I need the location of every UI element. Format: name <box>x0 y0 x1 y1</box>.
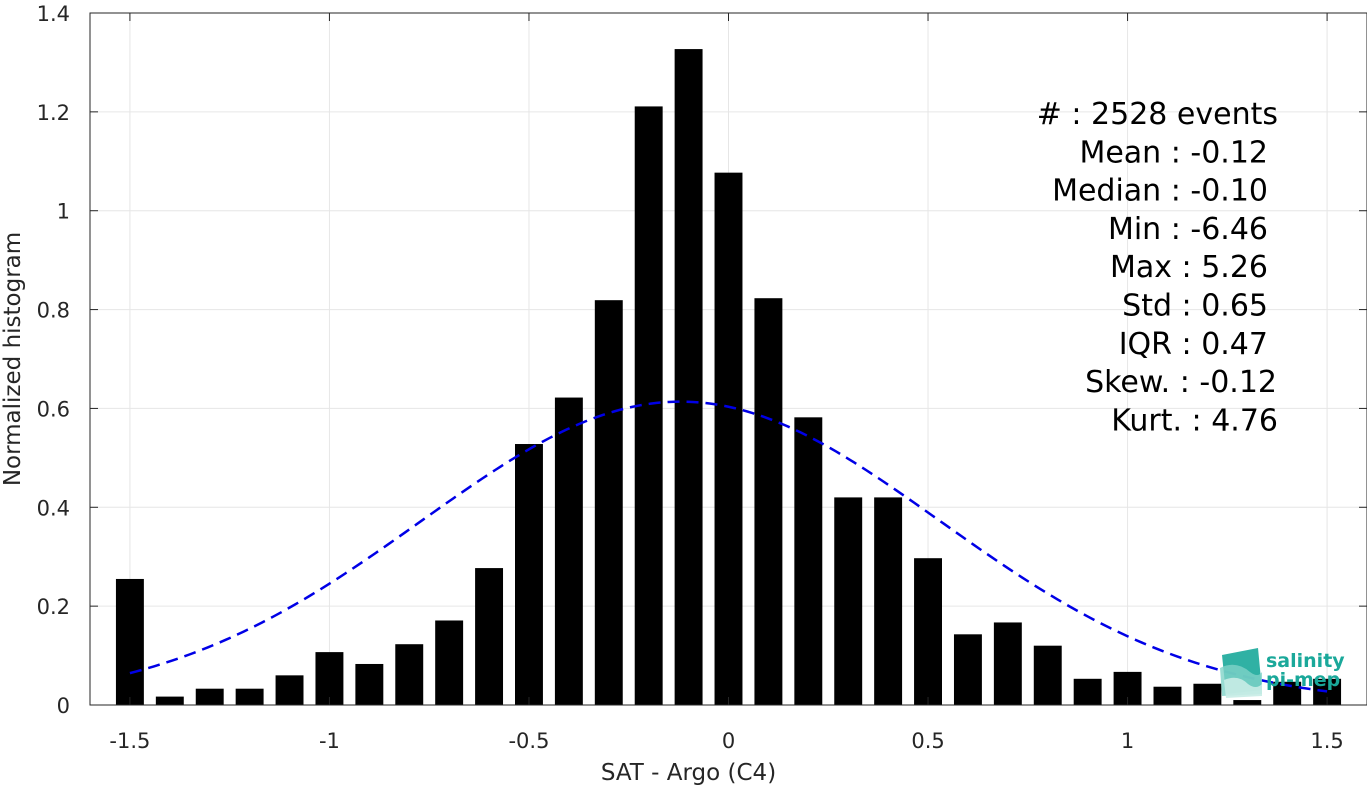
histogram-bar <box>554 397 583 705</box>
y-tick-label: 0.6 <box>37 397 70 421</box>
x-tick-label: 0 <box>722 729 735 753</box>
histogram-bar <box>435 620 464 705</box>
y-tick-label: 0.4 <box>37 496 70 520</box>
histogram-bar <box>914 558 942 705</box>
histogram-bar <box>475 568 504 705</box>
histogram-bar <box>275 675 304 705</box>
stat-max: Max : 5.26 <box>1110 250 1268 285</box>
histogram-bar <box>714 172 743 705</box>
stat-mean: Mean : -0.12 <box>1079 135 1268 170</box>
x-tick-label: 1.5 <box>1310 729 1343 753</box>
logo-line1: salinity <box>1266 650 1345 672</box>
x-axis-label: SAT - Argo (C4) <box>601 760 776 786</box>
histogram-bar <box>515 444 543 705</box>
stat-median: Median : -0.10 <box>1052 174 1268 209</box>
y-tick-label: 0.8 <box>37 299 70 323</box>
tick-labels-layer: -1.5 -1 -0.5 0 0.5 1 1.5 0 0.2 0.4 0.6 0.8 1 1.2 1.4 <box>37 2 1344 753</box>
x-tick-label: 1 <box>1121 729 1134 753</box>
histogram-bar <box>834 497 863 705</box>
x-tick-label: -1.5 <box>109 729 150 753</box>
x-tick-label: 0.5 <box>911 729 944 753</box>
stat-count: # : 2528 events <box>1037 97 1278 132</box>
histogram-bar <box>953 634 982 705</box>
stat-kurt: Kurt. : 4.76 <box>1111 403 1278 438</box>
statistics-annotation: # : 2528 events Mean : -0.12 Median : -0… <box>1037 97 1278 438</box>
histogram-bar <box>195 688 224 705</box>
histogram-bar <box>874 497 903 705</box>
histogram-bar <box>594 300 623 705</box>
stat-iqr: IQR : 0.47 <box>1119 327 1268 362</box>
histogram-bar <box>993 622 1022 705</box>
histogram-bar <box>115 578 144 705</box>
histogram-bar <box>235 688 264 705</box>
y-tick-label: 1.4 <box>37 2 70 26</box>
stat-skew: Skew. : -0.12 <box>1085 365 1277 400</box>
y-tick-label: 0 <box>57 694 70 718</box>
stat-std: Std : 0.65 <box>1122 289 1268 324</box>
y-axis-label: Normalized histogram <box>0 232 26 486</box>
salinity-pi-mep-logo: salinity pi-mep <box>1220 648 1345 698</box>
histogram-bar <box>794 417 823 705</box>
histogram-bar <box>1193 683 1222 705</box>
histogram-bar <box>155 696 184 705</box>
histogram-bar <box>1273 681 1302 705</box>
y-tick-label: 1 <box>57 200 70 224</box>
histogram-bar <box>1033 645 1062 705</box>
logo-line2: pi-mep <box>1266 669 1340 691</box>
y-tick-label: 1.2 <box>37 101 70 125</box>
histogram-bar <box>1073 678 1102 705</box>
axes-layer <box>89 12 1367 706</box>
bars-layer <box>115 49 1342 706</box>
stat-min: Min : -6.46 <box>1108 212 1268 247</box>
histogram-bar <box>355 663 384 705</box>
gaussian-fit-curve <box>129 400 1328 693</box>
histogram-bar <box>315 652 344 705</box>
histogram-bar <box>395 644 424 705</box>
x-tick-label: -0.5 <box>508 729 549 753</box>
histogram-bar <box>1153 686 1182 705</box>
histogram-bar <box>754 298 783 705</box>
wave-logo-icon <box>1220 648 1262 698</box>
fit-curve-layer <box>129 400 1328 693</box>
y-tick-label: 0.2 <box>37 595 70 619</box>
histogram-bar <box>1233 700 1262 705</box>
histogram-bar <box>674 49 703 705</box>
x-tick-label: -1 <box>319 729 340 753</box>
